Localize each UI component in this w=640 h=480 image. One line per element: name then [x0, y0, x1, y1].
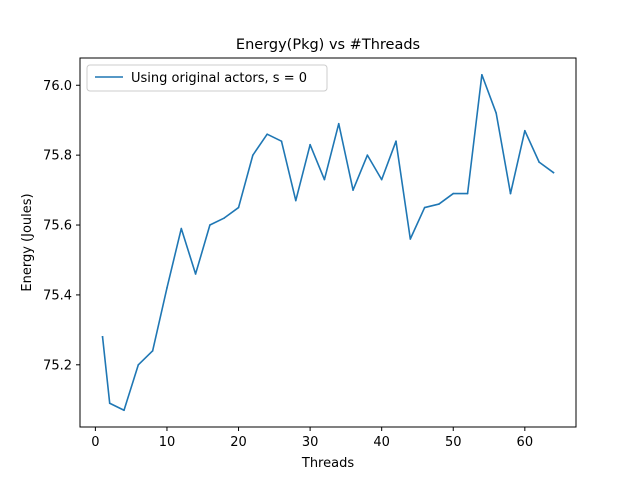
data-point	[552, 171, 555, 174]
data-point	[409, 238, 412, 240]
data-point	[123, 409, 125, 412]
data-point	[323, 178, 326, 181]
x-axis-label: Threads	[301, 456, 354, 471]
data-point	[108, 402, 111, 405]
data-point	[309, 143, 311, 146]
y-tick-label: 75.2	[43, 358, 72, 373]
legend-box	[86, 64, 328, 92]
x-axis-ticks: 0 10 20 30 40 50 60	[91, 427, 533, 450]
y-tick-label: 75.6	[43, 219, 72, 234]
data-point	[524, 129, 526, 132]
data-point	[495, 112, 498, 115]
data-point	[280, 140, 283, 142]
data-point	[194, 273, 197, 275]
y-tick-label: 76.0	[43, 79, 72, 94]
data-point	[395, 140, 397, 142]
chart-title: Energy(Pkg) vs #Threads	[236, 37, 420, 53]
x-tick-label: 10	[159, 435, 176, 450]
data-point	[509, 192, 512, 195]
y-tick-label: 75.8	[43, 149, 72, 164]
x-tick-label: 20	[230, 435, 247, 450]
data-point	[538, 161, 540, 163]
data-point	[101, 336, 104, 338]
data-point	[481, 73, 483, 76]
x-tick-label: 60	[517, 435, 534, 450]
data-point	[366, 154, 369, 156]
data-point	[337, 122, 340, 125]
x-tick-label: 30	[302, 435, 319, 450]
data-point	[423, 206, 426, 209]
data-point	[380, 178, 383, 181]
legend-entry-label: Using original actors, s = 0	[131, 71, 307, 86]
legend: Using original actors, s = 0	[86, 64, 328, 92]
data-point	[466, 192, 469, 195]
x-tick-label: 50	[445, 435, 462, 450]
data-point	[438, 203, 440, 205]
data-point	[452, 192, 455, 195]
data-point	[352, 189, 354, 191]
plot-area	[80, 58, 576, 427]
x-tick-label: 0	[91, 435, 99, 450]
y-axis-label: Energy (Joules)	[20, 193, 35, 291]
data-point	[294, 199, 297, 202]
series-layer	[101, 73, 555, 412]
data-point	[166, 287, 168, 289]
data-point	[223, 217, 226, 219]
data-point	[237, 206, 240, 209]
data-point	[180, 227, 183, 230]
data-point	[252, 154, 254, 156]
y-tick-label: 75.4	[43, 288, 72, 303]
data-point	[266, 133, 268, 135]
data-point	[151, 350, 154, 352]
x-tick-label: 40	[373, 435, 390, 450]
y-axis-ticks: 75.2 75.4 75.6 75.8 76.0	[43, 79, 80, 373]
data-point	[209, 224, 211, 226]
data-point	[137, 364, 140, 366]
plot-frame	[79, 57, 577, 428]
